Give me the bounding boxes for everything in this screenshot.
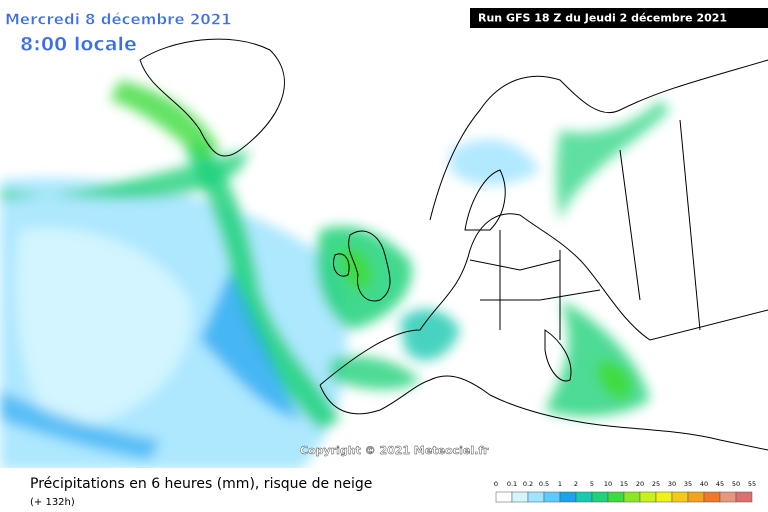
run-box <box>470 8 768 28</box>
legend-tick-label: 0.1 <box>507 480 517 488</box>
footer-lead: (+ 132h) <box>30 497 75 508</box>
map-time: 8:00 locale <box>20 34 137 56</box>
legend-swatch <box>623 491 641 503</box>
legend-tick-label: 50 <box>732 480 740 488</box>
legend-tick-label: 0 <box>494 480 498 488</box>
legend-tick-label: 25 <box>652 480 660 488</box>
legend-swatch <box>575 491 593 503</box>
legend-tick-label: 1 <box>558 480 562 488</box>
legend-tick-label: 10 <box>604 480 612 488</box>
legend-swatch <box>511 491 529 503</box>
legend-tick-label: 45 <box>716 480 724 488</box>
legend-tick-label: 5 <box>590 480 594 488</box>
legend-swatch <box>719 491 737 503</box>
precipitation-field <box>0 80 670 471</box>
legend-tick-label: 40 <box>700 480 708 488</box>
legend-swatch <box>607 491 625 503</box>
legend-swatch <box>495 491 513 503</box>
run-label: Run GFS 18 Z du Jeudi 2 décembre 2021 <box>478 12 727 25</box>
legend-swatch <box>527 491 545 503</box>
legend-swatch <box>687 491 705 503</box>
legend-swatch <box>543 491 561 503</box>
legend-swatch <box>559 491 577 503</box>
map-date: Mercredi 8 décembre 2021 <box>5 11 232 29</box>
legend: 0 0.1 0.2 0.5 1 2 5 10 15 20 25 30 35 40 45 50 55 <box>494 480 756 503</box>
footer-title: Précipitations en 6 heures (mm), risque … <box>30 476 372 492</box>
copyright: Copyright © 2021 Meteociel.fr <box>300 444 489 457</box>
legend-swatch <box>591 491 609 503</box>
legend-swatch <box>655 491 673 503</box>
legend-tick-label: 55 <box>748 480 756 488</box>
footer-band <box>0 468 768 512</box>
legend-tick-label: 35 <box>684 480 692 488</box>
legend-tick-label: 0.2 <box>523 480 533 488</box>
legend-tick-label: 30 <box>668 480 676 488</box>
legend-swatch <box>671 491 689 503</box>
legend-swatch <box>703 491 721 503</box>
legend-swatch <box>735 491 753 503</box>
legend-tick-label: 15 <box>620 480 628 488</box>
legend-tick-label: 20 <box>636 480 644 488</box>
coastlines <box>139 38 768 451</box>
legend-swatch <box>639 491 657 503</box>
legend-tick-label: 0.5 <box>539 480 549 488</box>
legend-tick-label: 2 <box>574 480 578 488</box>
